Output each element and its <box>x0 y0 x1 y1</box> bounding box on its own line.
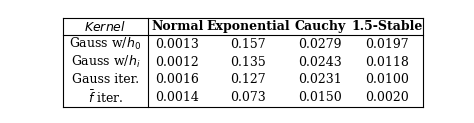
Text: 0.0012: 0.0012 <box>155 56 200 69</box>
Text: $\mathit{Kernel}$: $\mathit{Kernel}$ <box>84 20 126 33</box>
Text: 0.0016: 0.0016 <box>155 73 200 86</box>
Text: $\bar{f}$ iter.: $\bar{f}$ iter. <box>88 89 123 106</box>
Text: 0.0150: 0.0150 <box>298 91 342 104</box>
Text: 0.0118: 0.0118 <box>365 56 409 69</box>
Text: 0.0013: 0.0013 <box>155 38 200 51</box>
Text: 0.127: 0.127 <box>230 73 265 86</box>
Text: 0.0020: 0.0020 <box>365 91 409 104</box>
Text: 0.0197: 0.0197 <box>365 38 409 51</box>
Text: Gauss w/$h_0$: Gauss w/$h_0$ <box>69 36 141 52</box>
Text: 0.0231: 0.0231 <box>298 73 342 86</box>
Text: 0.0014: 0.0014 <box>155 91 200 104</box>
Text: 0.073: 0.073 <box>230 91 265 104</box>
Text: 0.157: 0.157 <box>230 38 265 51</box>
Text: Exponential: Exponential <box>206 20 290 33</box>
Text: 0.0279: 0.0279 <box>298 38 342 51</box>
Text: 0.135: 0.135 <box>230 56 265 69</box>
Text: Gauss iter.: Gauss iter. <box>72 73 139 86</box>
Text: Normal: Normal <box>151 20 204 33</box>
Text: 1.5-Stable: 1.5-Stable <box>352 20 423 33</box>
Text: Cauchy: Cauchy <box>294 20 346 33</box>
Text: 0.0243: 0.0243 <box>298 56 342 69</box>
Text: Gauss w/$h_i$: Gauss w/$h_i$ <box>71 54 140 70</box>
Text: 0.0100: 0.0100 <box>365 73 409 86</box>
